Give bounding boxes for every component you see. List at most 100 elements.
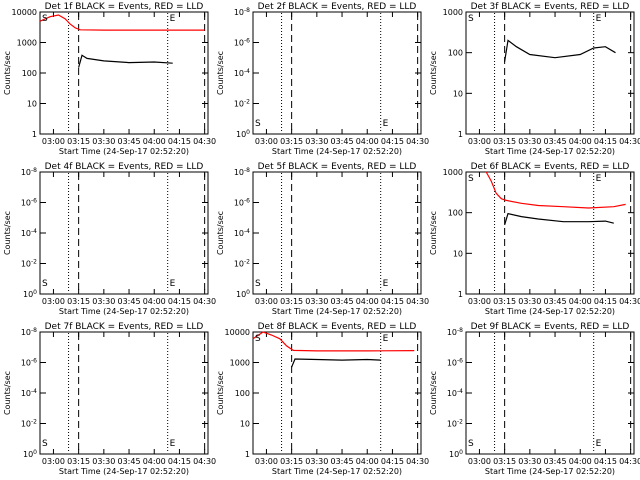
y-tick-label: 1000 [443,8,463,17]
events-series-line [504,212,614,226]
x-tick-label: 03:30 [305,137,328,146]
plot-frame [39,171,209,295]
x-tick-label: 03:30 [305,297,328,306]
end-marker-label: E [170,439,176,449]
x-tick-label: 03:00 [468,297,491,306]
panel-title: Det 5f BLACK = Events, RED = LLD [258,162,417,172]
x-tick-label: 03:15 [493,297,516,306]
y-axis-label: Counts/sec [3,211,12,255]
x-axis-label: Start Time (24-Sep-17 02:52:20) [59,467,189,476]
start-marker-label: S [468,174,474,184]
x-axis-label: Start Time (24-Sep-17 02:52:20) [59,307,189,316]
x-tick-label: 04:30 [406,297,429,306]
lld-series-line [485,171,626,209]
detector-panel-4: Det 4f BLACK = Events, RED = LLD Counts/s… [3,162,216,316]
lld-series-line [252,331,415,352]
y-tick-label: 100 [448,209,463,218]
x-tick-label: 03:00 [42,137,65,146]
y-tick-label: 10 [453,89,463,98]
start-marker-label: S [42,14,48,24]
x-tick-label: 03:45 [544,457,567,466]
y-tick-label: 10 [27,100,37,109]
x-tick-label: 04:15 [381,297,404,306]
x-tick-label: 03:00 [468,137,491,146]
x-tick-label: 03:30 [518,297,541,306]
end-marker-label: E [170,279,176,289]
y-tick-label: 1000 [17,39,37,48]
y-tick-label: 1 [458,290,463,299]
end-marker-label: E [596,439,602,449]
panel-title: Det 9f BLACK = Events, RED = LLD [471,322,630,332]
detector-panel-5: Det 5f BLACK = Events, RED = LLD Counts/s… [216,162,429,316]
x-tick-label: 03:00 [255,457,278,466]
x-tick-label: 03:15 [280,457,303,466]
detector-panel-7: Det 7f BLACK = Events, RED = LLD Counts/s… [3,322,216,476]
events-series-line [291,358,381,368]
x-tick-label: 04:30 [406,457,429,466]
x-tick-label: 04:15 [168,137,191,146]
y-tick-label: 10-6 [234,198,250,208]
y-tick-label: 100 [23,449,37,459]
end-marker-label: E [596,14,602,24]
x-tick-label: 03:45 [118,297,141,306]
detector-panel-1: Det 1f BLACK = Events, RED = LLD Counts/s… [3,2,216,156]
x-tick-label: 03:00 [468,457,491,466]
y-tick-label: 10-8 [21,327,37,337]
y-tick-label: 10-8 [234,167,250,177]
y-tick-label: 10-4 [21,388,37,398]
x-tick-label: 04:00 [356,137,379,146]
panel-title: Det 4f BLACK = Events, RED = LLD [45,162,204,172]
y-tick-label: 10-6 [21,198,37,208]
start-marker-label: S [255,279,261,289]
panel-title: Det 3f BLACK = Events, RED = LLD [471,2,630,12]
panel-title: Det 1f BLACK = Events, RED = LLD [45,2,204,12]
y-tick-label: 100 [23,289,37,299]
y-tick-label: 100 [236,129,250,139]
detector-panel-3: Det 3f BLACK = Events, RED = LLD Counts/s… [429,2,640,156]
end-marker-label: E [170,14,176,24]
y-tick-label: 100 [448,49,463,58]
y-tick-label: 10-6 [21,358,37,368]
y-tick-label: 1 [458,130,463,139]
detector-panel-9: Det 9f BLACK = Events, RED = LLD Counts/s… [429,322,640,476]
y-tick-label: 10-2 [234,259,250,269]
x-tick-label: 03:15 [67,297,90,306]
y-tick-label: 1 [32,130,37,139]
x-tick-label: 04:30 [193,297,216,306]
x-tick-label: 03:30 [92,457,115,466]
x-tick-label: 04:30 [619,297,640,306]
plot-frame [39,331,209,455]
y-tick-label: 10-8 [447,327,463,337]
x-tick-label: 03:30 [518,137,541,146]
x-tick-label: 04:30 [193,137,216,146]
x-tick-label: 03:15 [280,297,303,306]
x-tick-label: 04:00 [569,137,592,146]
x-tick-label: 04:00 [143,297,166,306]
y-tick-label: 10-4 [447,388,463,398]
x-tick-label: 03:15 [493,457,516,466]
x-tick-label: 03:45 [544,137,567,146]
detector-panel-6: Det 6f BLACK = Events, RED = LLD Counts/s… [429,162,640,316]
x-tick-label: 03:30 [92,297,115,306]
y-axis-label: Counts/sec [3,371,12,415]
y-tick-label: 100 [22,69,37,78]
y-tick-label: 10-8 [234,7,250,17]
start-marker-label: S [468,14,474,24]
start-marker-label: S [468,439,474,449]
panel-title: Det 6f BLACK = Events, RED = LLD [471,162,630,172]
y-tick-label: 1000 [230,359,250,368]
y-tick-label: 10-8 [21,167,37,177]
x-tick-label: 03:00 [42,297,65,306]
x-tick-label: 03:30 [518,457,541,466]
x-tick-label: 04:00 [569,297,592,306]
x-tick-label: 04:15 [594,297,617,306]
x-tick-label: 04:30 [193,457,216,466]
x-axis-label: Start Time (24-Sep-17 02:52:20) [485,467,615,476]
x-tick-label: 04:15 [594,457,617,466]
y-tick-label: 10-4 [234,228,250,238]
x-tick-label: 03:45 [118,457,141,466]
y-axis-label: Counts/sec [216,51,225,95]
x-tick-label: 04:00 [356,457,379,466]
x-axis-label: Start Time (24-Sep-17 02:52:20) [485,307,615,316]
